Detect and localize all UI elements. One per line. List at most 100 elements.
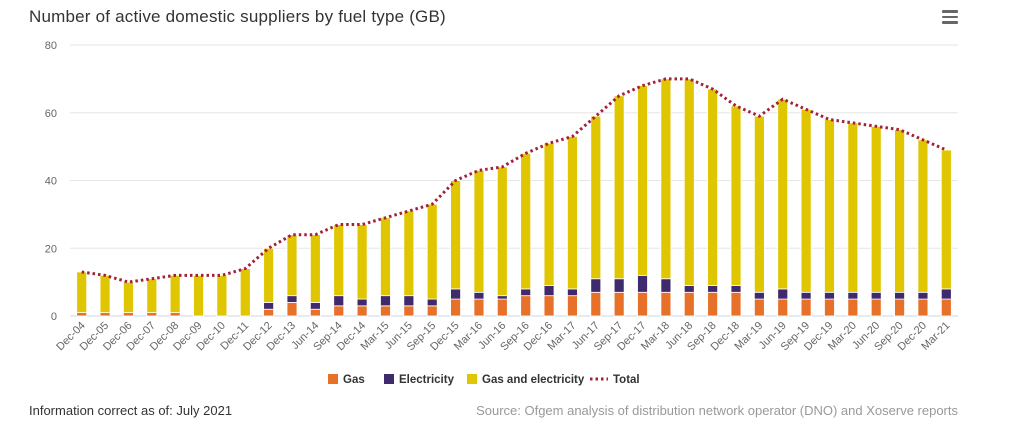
bar-gas-and-electricity <box>450 180 461 290</box>
bar-electricity <box>263 302 275 310</box>
bar-electricity <box>426 298 438 307</box>
bar-gas-and-electricity <box>567 136 578 290</box>
bar-electricity <box>496 295 508 300</box>
bar-gas <box>356 305 368 317</box>
bar-gas <box>99 312 111 317</box>
bar-gas <box>169 312 181 317</box>
bar-gas <box>777 298 789 317</box>
bar-gas <box>824 298 835 317</box>
bar-gas <box>309 308 321 317</box>
bar-electricity <box>309 302 321 310</box>
bar-electricity <box>824 291 835 300</box>
bar-gas <box>543 295 555 317</box>
bar-gas <box>263 308 275 317</box>
y-tick-label: 0 <box>51 311 57 323</box>
bar-gas-and-electricity <box>426 203 438 300</box>
bar-electricity <box>637 274 648 293</box>
bar-electricity <box>683 285 695 293</box>
bar-gas-and-electricity <box>543 142 555 286</box>
bar-gas-and-electricity <box>730 105 742 286</box>
bar-gas-and-electricity <box>263 247 275 303</box>
bar-gas-and-electricity <box>99 274 111 314</box>
bar-gas <box>473 298 485 317</box>
bar-gas-and-electricity <box>403 210 415 297</box>
bar-gas <box>380 305 391 317</box>
bar-electricity <box>753 291 765 300</box>
bar-gas <box>800 298 812 317</box>
bar-electricity <box>333 295 345 307</box>
bar-gas-and-electricity <box>473 169 485 293</box>
bar-electricity <box>473 291 485 300</box>
legend-label[interactable]: Gas and electricity <box>482 374 585 386</box>
bar-gas <box>847 298 859 317</box>
bar-electricity <box>520 288 532 297</box>
legend-label[interactable]: Electricity <box>399 374 455 386</box>
hamburger-menu-icon[interactable] <box>942 10 958 24</box>
bar-gas <box>333 305 345 317</box>
bar-gas-and-electricity <box>239 268 251 317</box>
bar-gas-and-electricity <box>356 224 368 300</box>
bar-gas-and-electricity <box>496 166 508 297</box>
y-tick-label: 20 <box>45 243 57 255</box>
bar-gas-and-electricity <box>847 122 859 293</box>
bar-electricity <box>730 285 742 293</box>
info-note: Information correct as of: July 2021 <box>29 403 233 418</box>
bar-gas-and-electricity <box>660 78 672 280</box>
bar-electricity <box>800 291 812 300</box>
bar-electricity <box>707 285 719 293</box>
bar-gas <box>426 305 438 317</box>
bar-gas-and-electricity <box>707 88 719 286</box>
bar-gas <box>496 298 508 317</box>
bar-gas <box>660 291 672 317</box>
bar-gas-and-electricity <box>870 125 882 293</box>
bar-electricity <box>917 291 929 300</box>
bar-electricity <box>590 278 602 293</box>
y-tick-label: 60 <box>45 108 57 120</box>
source-note: Source: Ofgem analysis of distribution n… <box>476 403 958 418</box>
bar-electricity <box>613 278 625 293</box>
bar-gas-and-electricity <box>520 152 532 290</box>
bar-gas <box>894 298 905 317</box>
bar-electricity <box>567 288 578 297</box>
bar-gas <box>917 298 929 317</box>
bar-gas <box>870 298 882 317</box>
bar-electricity <box>660 278 672 293</box>
bar-gas-and-electricity <box>146 278 158 314</box>
bar-gas-and-electricity <box>380 217 391 297</box>
legend-label[interactable]: Total <box>613 374 640 386</box>
bar-gas <box>146 312 158 317</box>
bar-gas-and-electricity <box>193 274 204 317</box>
chart-title: Number of active domestic suppliers by f… <box>29 7 446 26</box>
bar-gas-and-electricity <box>76 271 88 314</box>
bar-gas-and-electricity <box>613 95 625 280</box>
legend-swatch-2 <box>467 374 477 384</box>
bar-gas-and-electricity <box>333 224 345 297</box>
bar-gas <box>730 291 742 317</box>
bar-electricity <box>403 295 415 307</box>
bar-electricity <box>777 288 789 300</box>
bar-gas <box>403 305 415 317</box>
bar-gas <box>753 298 765 317</box>
bar-electricity <box>847 291 859 300</box>
legend-label[interactable]: Gas <box>343 374 365 386</box>
bar-gas-and-electricity <box>894 129 905 293</box>
bar-gas <box>567 295 578 317</box>
bar-gas-and-electricity <box>777 98 789 290</box>
bar-gas <box>590 291 602 317</box>
bar-gas <box>613 291 625 317</box>
bar-electricity <box>380 295 391 307</box>
bar-electricity <box>450 288 461 300</box>
bar-gas-and-electricity <box>800 108 812 293</box>
y-tick-label: 40 <box>45 176 57 188</box>
bar-gas <box>123 312 134 317</box>
bar-gas-and-electricity <box>309 234 321 303</box>
total-line <box>81 77 947 284</box>
bar-gas <box>683 291 695 317</box>
bar-gas-and-electricity <box>216 274 228 317</box>
bar-electricity <box>940 288 952 300</box>
bar-gas <box>450 298 461 317</box>
bar-electricity <box>356 298 368 307</box>
legend-swatch-1 <box>384 374 394 384</box>
